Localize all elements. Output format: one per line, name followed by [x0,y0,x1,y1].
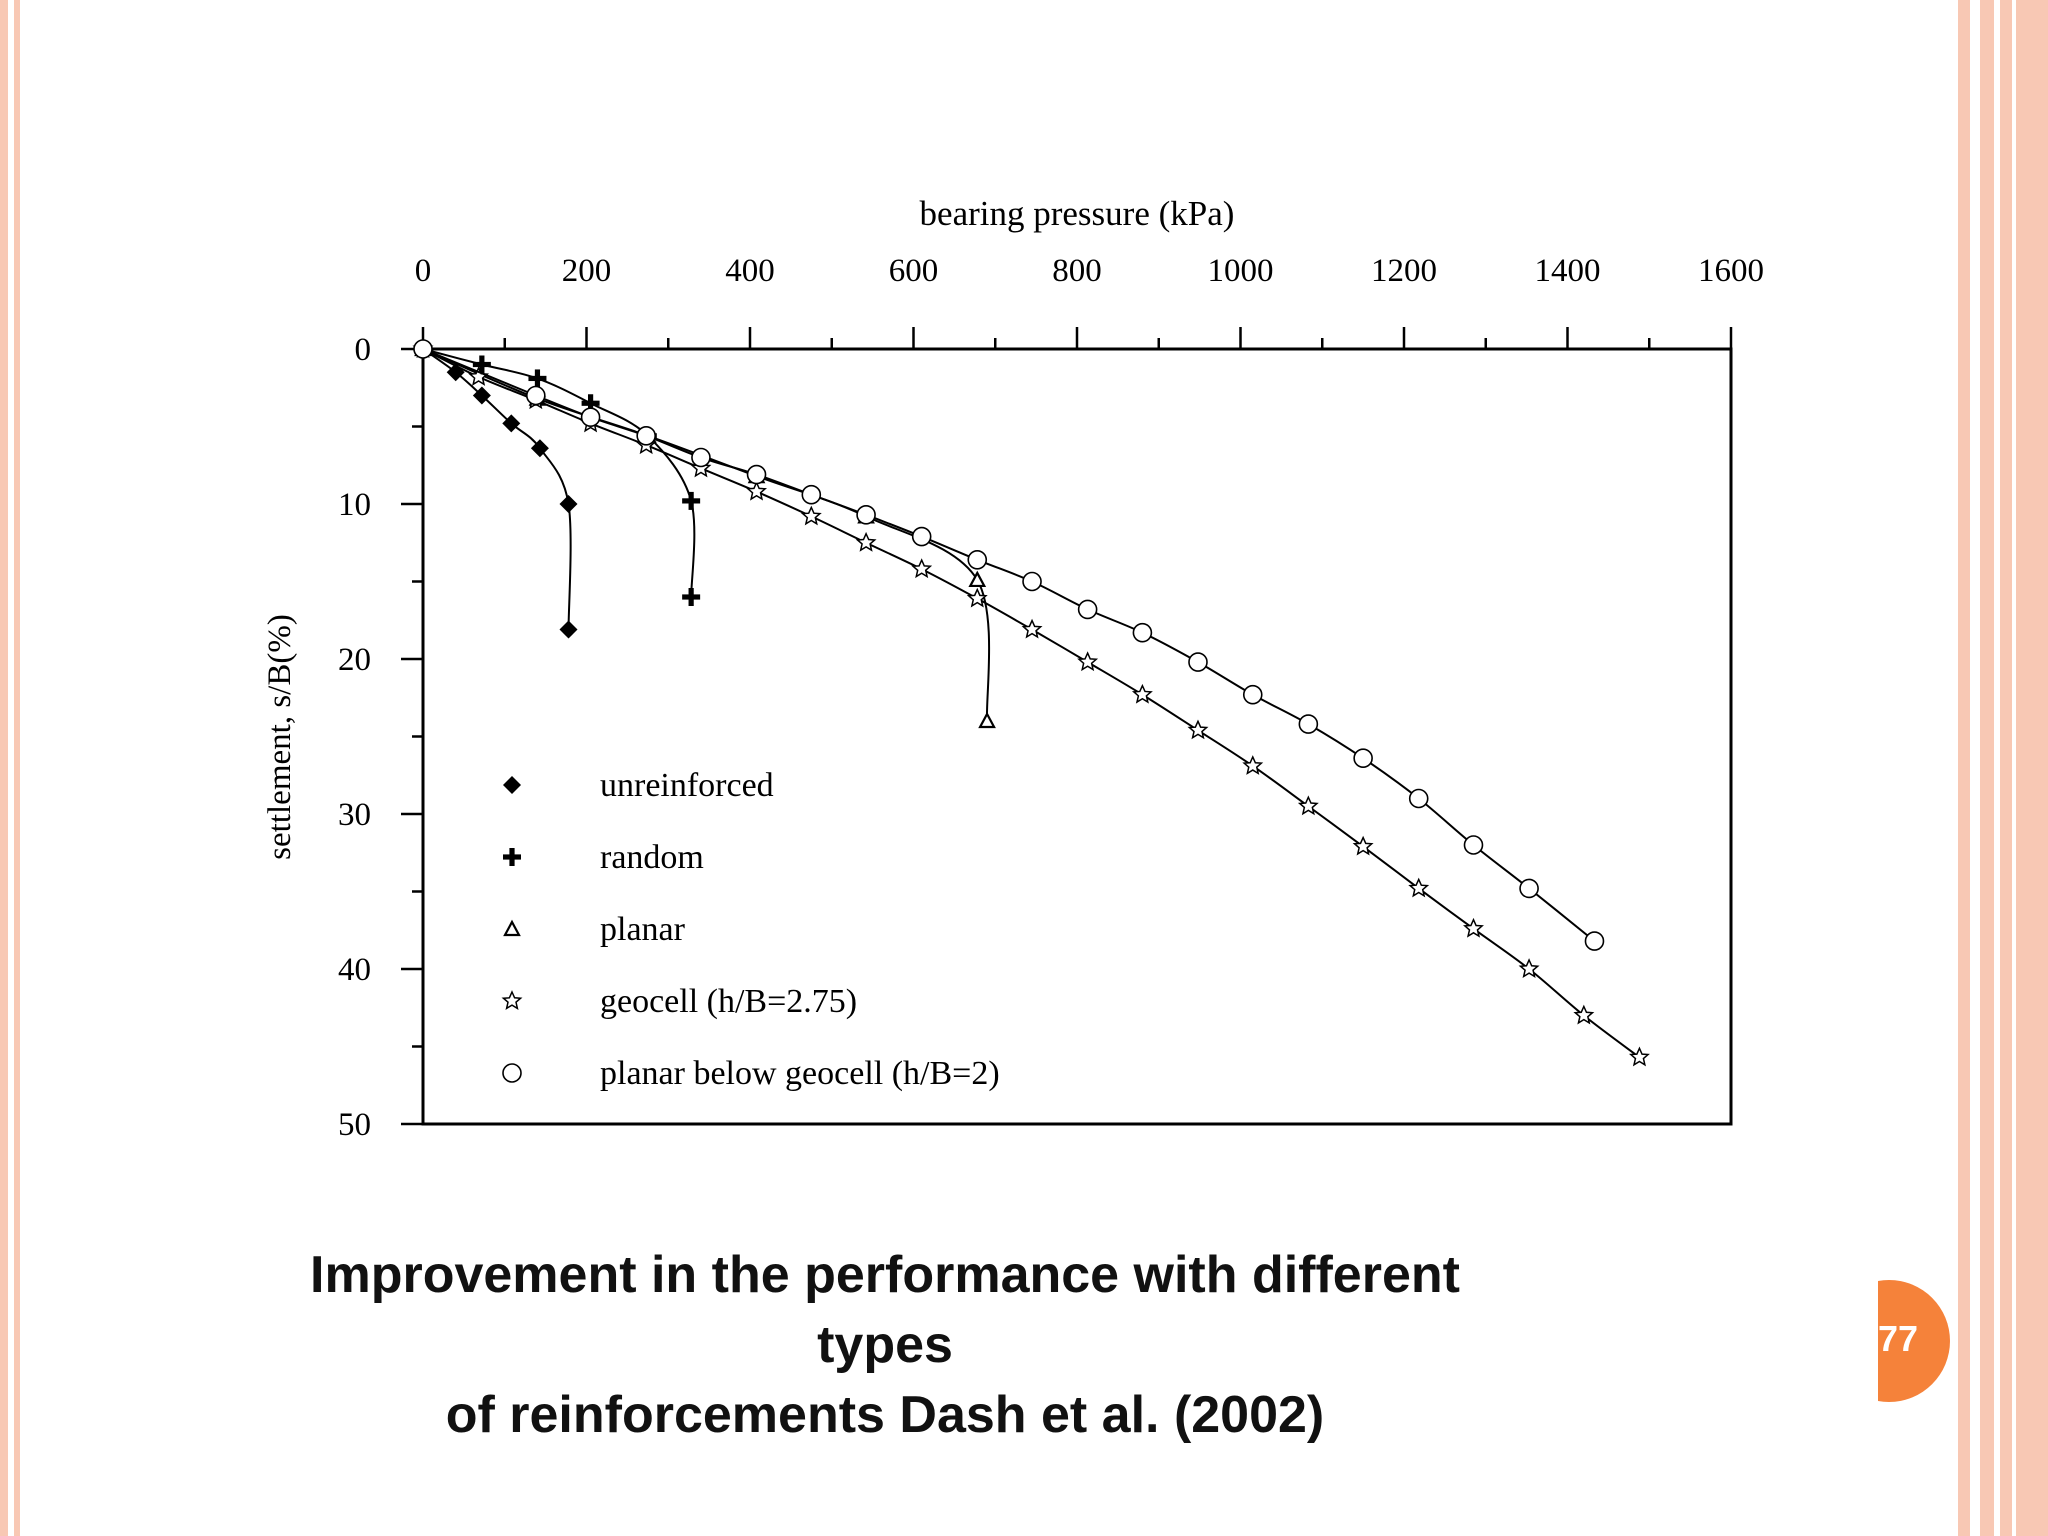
x-tick-label: 800 [1052,253,1102,289]
legend-label: planar below geocell (h/B=2) [600,1055,1000,1092]
x-tick-label: 1600 [1698,253,1764,289]
legend: unreinforced random planar geocell (h/B=2.7… [502,767,1000,1092]
legend-marker [503,920,521,937]
slide-border-right-outer [2000,0,2048,1536]
data-point [747,481,766,500]
series-planar [414,340,996,729]
slide-border-left-outer [0,0,8,1536]
data-point [1022,619,1042,638]
data-point [1078,652,1097,671]
y-tick-label: 20 [338,642,371,678]
x-tick-label: 1200 [1371,253,1437,289]
data-point [801,506,821,525]
y-tick-label: 40 [338,952,371,988]
data-point [528,369,547,388]
x-tick-label: 400 [725,253,775,289]
slide-border-right-middle [1980,0,1994,1536]
data-point [682,491,701,510]
series-unreinforced [414,340,578,639]
legend-marker [502,991,522,1010]
x-axis-label: bearing pressure (kPa) [920,194,1235,233]
slide-border-right-gap [2012,0,2016,1536]
y-tick-label: 50 [338,1107,371,1143]
page-number: 77 [1878,1318,1919,1359]
legend-marker [502,1063,522,1083]
data-point [526,385,546,406]
legend-label: planar [600,911,686,948]
legend-label: unreinforced [600,767,774,804]
data-point [856,533,876,551]
series-random [414,340,701,606]
data-point [1022,571,1042,592]
series-line [422,348,572,630]
slide-caption: Improvement in the performance with diff… [300,1240,1470,1450]
data-point [856,505,876,525]
data-point [691,447,711,468]
data-point [978,712,996,729]
x-tick-label: 1400 [1535,253,1601,289]
data-point [580,407,601,428]
data-point [1132,622,1153,643]
data-point [911,526,932,547]
series-line [422,348,991,722]
caption-line-1: Improvement in the performance with diff… [310,1246,1460,1374]
y-axis-label: settlement, s/B(%) [262,614,298,860]
data-point [1519,878,1539,899]
x-tick-label: 1000 [1208,253,1274,289]
data-point [1242,684,1263,705]
plot-series [413,339,1649,1066]
page-number-badge: 77 [1878,1280,1950,1402]
y-tick-label: 30 [338,797,371,833]
data-point [559,620,578,639]
series-line [422,348,1596,942]
data-point [559,495,578,513]
y-tick-label: 0 [355,332,372,368]
axes: 0 200 400 600 800 1000 1200 1400 1600 0 10 20 30 40 50 [338,253,1764,1143]
data-point [1584,931,1605,951]
x-tick-label: 200 [562,253,612,289]
data-point [1133,684,1152,703]
data-point [682,588,701,606]
slide-border-left-inner [14,0,20,1536]
data-point [1353,748,1373,769]
legend-label: geocell (h/B=2.75) [600,983,857,1020]
y-tick-label: 10 [338,487,371,523]
caption-line-2: of reinforcements Dash et al. (2002) [445,1386,1325,1444]
series-geocell-h-b-2-75- [413,339,1649,1066]
settlement-chart: 0 200 400 600 800 1000 1200 1400 1600 0 10 20 30 40 50… [262,194,1764,1143]
data-point [1630,1047,1649,1066]
data-point [1408,788,1429,809]
data-point [1188,652,1208,672]
data-point [413,339,433,359]
data-point [1463,835,1484,855]
data-point [969,571,986,588]
data-point [912,559,932,578]
series-planar-below-geocell-h-b-2- [413,339,1605,951]
data-point [1298,714,1319,734]
slide-border-right-inner [1958,0,1970,1536]
series-line [422,348,1641,1059]
data-point [967,549,988,570]
data-point [636,425,656,446]
x-tick-label: 600 [889,253,939,289]
legend-marker [503,848,521,866]
data-point [801,484,822,505]
legend-label: random [600,839,704,876]
data-point [746,464,767,485]
x-tick-label: 0 [415,253,432,289]
legend-marker [503,776,521,794]
data-point [1077,599,1098,620]
